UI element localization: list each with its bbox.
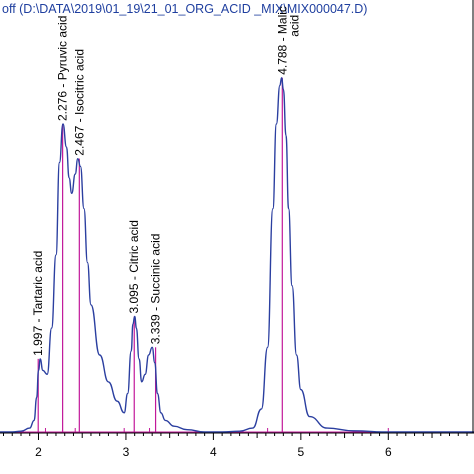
peak-label: 2.276 - Pyruvic acid	[56, 16, 70, 121]
peak-labels-group: 1.997 - Tartaric acid 2.276 - Pyruvic aci…	[31, 6, 301, 356]
signal-trace	[0, 77, 474, 433]
peak-label-continued: acid	[287, 15, 301, 37]
x-tick-label: 4	[210, 445, 217, 459]
peak-label: 3.095 - Citric acid	[127, 220, 141, 313]
x-tick-label: 3	[123, 445, 130, 459]
peak-label: 1.997 - Tartaric acid	[31, 251, 45, 356]
x-tick-label: 5	[297, 445, 304, 459]
x-tick-label: 6	[385, 445, 392, 459]
integration-baseline-group	[0, 77, 389, 433]
peak-label: 3.339 - Succinic acid	[149, 234, 163, 345]
x-tick-label: 2	[35, 445, 42, 459]
chart-title: off (D:\DATA\2019\01_19\21_01_ORG_ACID _…	[2, 2, 368, 16]
x-axis-group: 2 3 4 5 6	[0, 0, 474, 459]
peak-label: 4.788 - Malic	[275, 6, 289, 75]
peak-label: 2.467 - Isocitric acid	[72, 49, 86, 156]
signal-trace-group	[0, 77, 474, 433]
